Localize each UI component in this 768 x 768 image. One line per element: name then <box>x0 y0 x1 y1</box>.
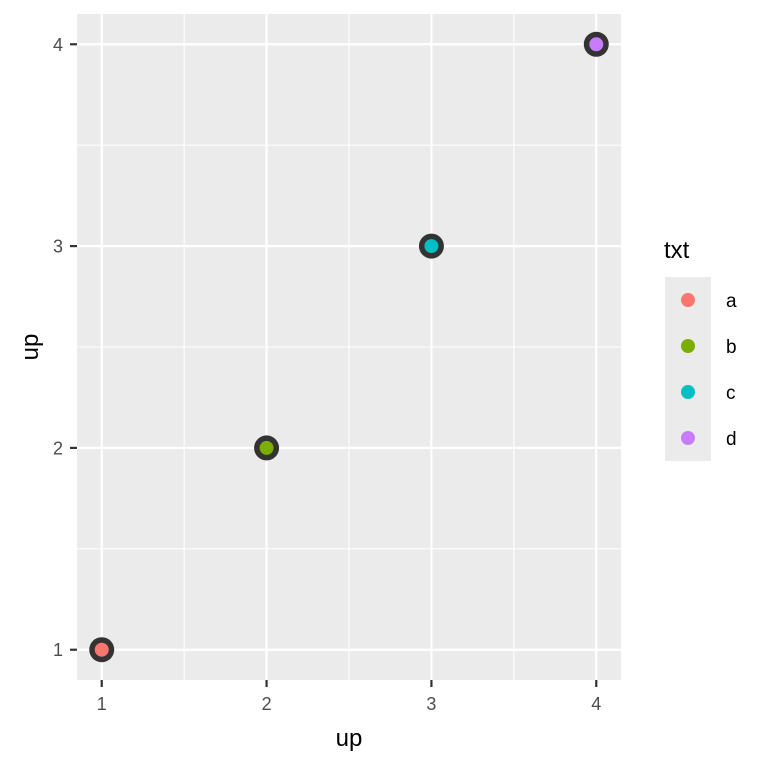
legend-key-background <box>665 277 711 461</box>
legend-title: txt <box>664 237 690 264</box>
y-axis: 1 2 3 4 <box>53 35 77 660</box>
y-tick-label: 2 <box>53 438 63 458</box>
x-tick-label: 3 <box>426 694 436 714</box>
legend-label: c <box>726 383 736 404</box>
data-point <box>424 239 439 254</box>
legend-items: a b c d <box>681 291 737 450</box>
legend: txt a b c d <box>664 237 737 461</box>
y-tick-label: 1 <box>53 640 63 660</box>
legend-key <box>681 293 695 307</box>
y-tick-label: 3 <box>53 237 63 257</box>
major-gridlines <box>77 14 621 680</box>
legend-key <box>681 431 695 445</box>
legend-key <box>681 385 695 399</box>
minor-gridlines <box>77 14 621 680</box>
y-axis-title: up <box>17 334 44 361</box>
legend-label: d <box>726 429 737 450</box>
data-point <box>94 642 109 657</box>
data-point <box>589 37 604 52</box>
y-tick-label: 4 <box>53 35 63 55</box>
x-axis-title: up <box>336 725 363 752</box>
legend-label: b <box>726 337 737 358</box>
data-points <box>89 31 609 663</box>
legend-key <box>681 339 695 353</box>
x-axis: 1 2 3 4 <box>97 680 601 714</box>
x-tick-label: 4 <box>591 694 601 714</box>
x-tick-label: 2 <box>262 694 272 714</box>
x-tick-label: 1 <box>97 694 107 714</box>
legend-label: a <box>726 291 737 312</box>
data-point <box>259 440 274 455</box>
